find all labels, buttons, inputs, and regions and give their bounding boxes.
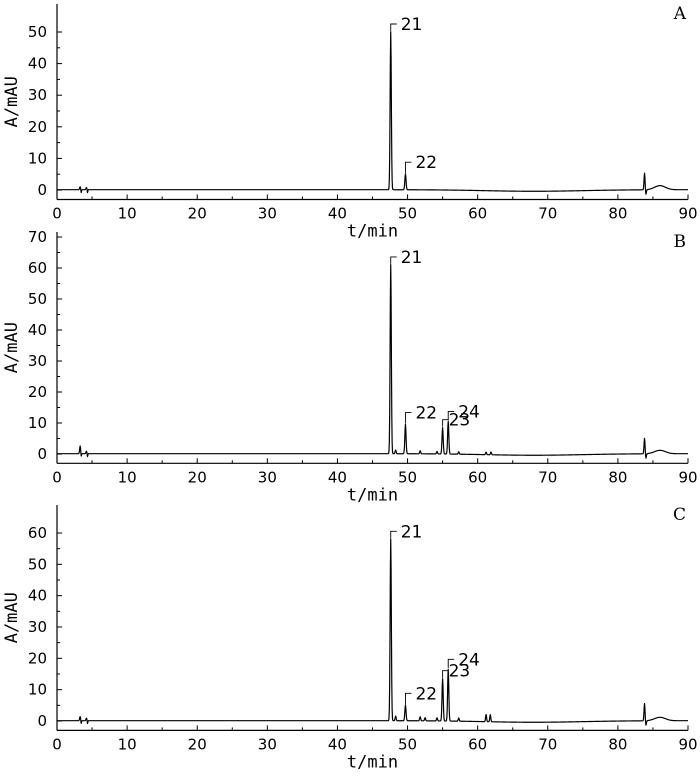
x-axis-title: t/min	[347, 752, 398, 772]
panel-label: A	[673, 4, 687, 24]
x-tick-label: 20	[188, 204, 207, 222]
y-tick-label: 70	[28, 228, 47, 246]
peak-22-marker	[405, 692, 412, 705]
x-tick-label: 40	[328, 468, 347, 486]
y-tick-label: 50	[28, 23, 47, 41]
x-tick-label: 90	[678, 204, 697, 222]
peak-23-label: 23	[449, 411, 471, 431]
x-tick-label: 60	[468, 204, 487, 222]
y-tick-label: 40	[28, 587, 47, 605]
y-tick-label: 50	[28, 290, 47, 308]
chromatogram-trace	[56, 538, 689, 726]
peak-21-label: 21	[401, 248, 423, 268]
x-tick-label: 70	[538, 735, 557, 753]
x-tick-label: 0	[52, 468, 62, 486]
peak-21-marker	[390, 23, 397, 31]
panel-label: C	[673, 505, 686, 525]
y-tick-label: 20	[28, 649, 47, 667]
y-axis-title: A/mAU	[2, 76, 22, 127]
x-tick-label: 40	[328, 204, 347, 222]
peak-23-marker	[442, 419, 449, 427]
x-tick-label: 0	[52, 735, 62, 753]
peak-21-marker	[390, 530, 397, 539]
y-tick-label: 60	[28, 524, 47, 542]
chart-panel-c: 0 10 20 30 40 50 60 70 80 90 0 10 20 30 40 50 60 t/min A/m…	[2, 505, 698, 772]
y-tick-label: 10	[28, 149, 47, 167]
x-tick-label: 30	[258, 735, 277, 753]
y-tick-label: 20	[28, 118, 47, 136]
x-tick-label: 10	[118, 468, 137, 486]
x-tick-label: 60	[468, 735, 487, 753]
peak-22-label: 22	[415, 404, 437, 424]
y-tick-label: 40	[28, 321, 47, 339]
peak-21-label: 21	[401, 522, 423, 542]
y-tick-label: 20	[28, 383, 47, 401]
peak-24-marker	[447, 658, 455, 669]
y-tick-label: 60	[28, 259, 47, 277]
y-tick-label: 30	[28, 618, 47, 636]
x-tick-label: 30	[258, 204, 277, 222]
peak-22-label: 22	[415, 153, 437, 173]
x-tick-label: 80	[608, 468, 627, 486]
x-tick-label: 50	[398, 204, 417, 222]
y-tick-label: 0	[37, 181, 47, 199]
chromatogram-trace	[56, 31, 689, 195]
panel-label: B	[674, 232, 687, 252]
y-axis-title: A/mAU	[2, 592, 22, 643]
peak-23-marker	[442, 670, 449, 678]
x-tick-label: 70	[538, 204, 557, 222]
chart-panel-b: 0 10 20 30 40 50 60 70 80 90 0 10 20 30 40 50 60 70 t/min A…	[2, 228, 698, 505]
x-tick-label: 60	[468, 468, 487, 486]
x-tick-label: 50	[398, 468, 417, 486]
x-tick-label: 50	[398, 735, 417, 753]
y-tick-label: 0	[37, 445, 47, 463]
y-tick-label: 0	[37, 712, 47, 730]
x-tick-label: 80	[608, 735, 627, 753]
x-tick-label: 20	[188, 735, 207, 753]
y-tick-label: 10	[28, 414, 47, 432]
chromatogram-trace	[56, 264, 689, 459]
y-tick-label: 10	[28, 681, 47, 699]
x-tick-label: 40	[328, 735, 347, 753]
x-tick-label: 20	[188, 468, 207, 486]
x-axis-title: t/min	[347, 485, 398, 505]
x-tick-label: 80	[608, 204, 627, 222]
peak-24-marker	[447, 411, 455, 421]
peak-21-label: 21	[401, 15, 423, 35]
x-tick-label: 90	[678, 735, 697, 753]
peak-22-marker	[405, 161, 412, 174]
x-axis-title: t/min	[347, 221, 398, 241]
peak-24-label: 24	[458, 402, 480, 422]
peak-24-label: 24	[458, 650, 480, 670]
y-tick-label: 40	[28, 55, 47, 73]
y-axis-title: A/mAU	[2, 322, 22, 373]
peak-22-label: 22	[415, 684, 437, 704]
peak-22-marker	[405, 412, 412, 424]
x-tick-label: 10	[118, 204, 137, 222]
y-tick-label: 30	[28, 86, 47, 104]
x-tick-label: 0	[52, 204, 62, 222]
x-tick-label: 70	[538, 468, 557, 486]
x-tick-label: 90	[678, 468, 697, 486]
chart-panel-a: 0 10 20 30 40 50 60 70 80 9001020304050t/minA/mAU…	[2, 4, 698, 241]
peak-21-marker	[390, 256, 397, 264]
x-tick-label: 10	[118, 735, 137, 753]
y-tick-label: 50	[28, 555, 47, 573]
x-tick-label: 30	[258, 468, 277, 486]
peak-23-label: 23	[449, 662, 471, 682]
y-tick-label: 30	[28, 352, 47, 370]
